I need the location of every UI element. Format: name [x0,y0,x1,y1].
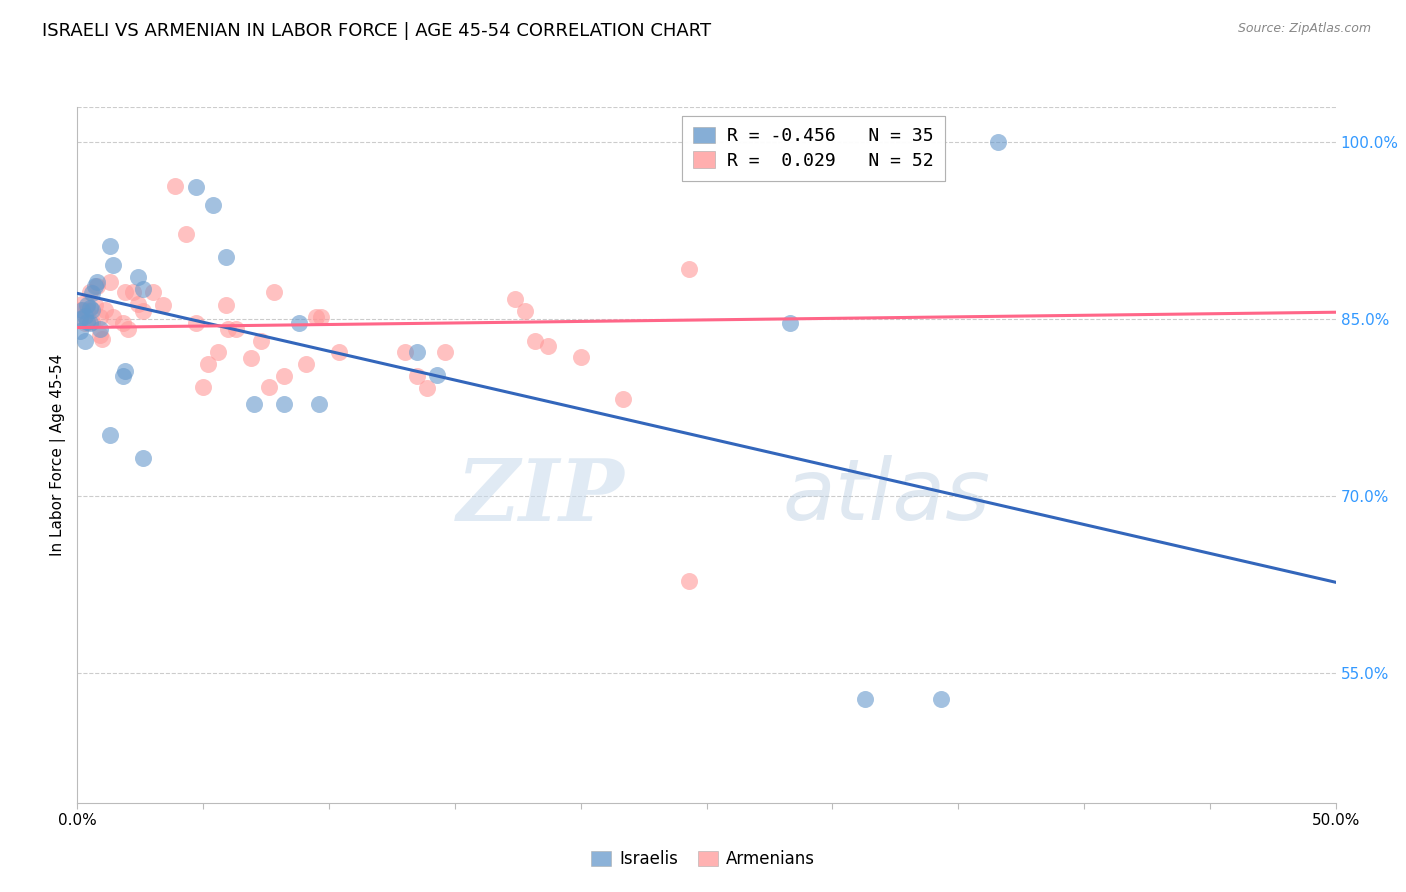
Point [127,297,149,311]
Point [305,310,328,324]
Text: ISRAELI VS ARMENIAN IN LABOR FORCE | AGE 45-54 CORRELATION CHART: ISRAELI VS ARMENIAN IN LABOR FORCE | AGE… [42,22,711,40]
Point [273,368,295,383]
Point [202,198,225,212]
Point [79,301,101,315]
Point [132,451,155,466]
Point [406,345,429,359]
Point [174,227,197,242]
Point [250,334,273,348]
Point [132,282,155,296]
Point [929,692,952,706]
Point [84,279,107,293]
Point [76,315,98,329]
Point [82,302,104,317]
Point [191,379,215,393]
Point [184,180,207,194]
Point [72,297,94,311]
Point [215,298,238,312]
Point [69,312,91,326]
Point [515,304,537,318]
Point [416,381,439,395]
Point [426,368,449,382]
Point [72,302,94,317]
Point [101,258,124,272]
Point [73,334,96,348]
Point [328,345,350,359]
Point [127,269,149,284]
Point [987,136,1010,150]
Point [79,316,101,330]
Point [101,310,124,324]
Point [678,261,700,276]
Text: ZIP: ZIP [457,455,624,539]
Point [69,324,91,338]
Point [94,302,117,317]
Point [524,334,547,348]
Point [273,397,295,411]
Point [82,286,104,301]
Text: Source: ZipAtlas.com: Source: ZipAtlas.com [1237,22,1371,36]
Point [69,302,91,317]
Point [242,397,264,411]
Point [86,279,108,293]
Point [89,322,111,336]
Point [295,357,318,371]
Point [114,285,136,300]
Point [215,250,238,264]
Point [537,339,560,353]
Point [91,332,114,346]
Point [165,179,187,194]
Point [86,275,108,289]
Point [89,327,111,342]
Point [89,310,111,324]
Point [207,345,229,359]
Point [117,322,139,336]
Point [569,350,592,364]
Point [98,428,121,442]
Point [288,316,311,330]
Point [98,275,121,289]
Point [406,368,429,383]
Point [197,357,219,371]
Y-axis label: In Labor Force | Age 45-54: In Labor Force | Age 45-54 [51,354,66,556]
Point [433,345,456,359]
Point [311,310,333,324]
Point [76,298,98,312]
Point [779,316,801,330]
Point [217,322,239,336]
Point [114,364,136,378]
Point [121,285,143,300]
Point [111,368,134,383]
Point [394,345,416,359]
Point [503,292,526,306]
Point [84,298,107,312]
Text: atlas: atlas [782,455,990,538]
Point [853,692,876,706]
Point [152,298,174,312]
Legend: Israelis, Armenians: Israelis, Armenians [583,844,823,875]
Point [678,574,700,588]
Point [79,285,101,300]
Point [73,316,96,330]
Point [308,397,330,411]
Point [612,392,634,407]
Point [263,285,285,300]
Point [98,239,121,253]
Point [82,315,104,329]
Point [184,316,207,330]
Point [132,304,155,318]
Point [111,316,134,330]
Point [73,309,96,323]
Point [225,322,247,336]
Point [240,351,263,366]
Point [142,285,165,300]
Legend: R = -0.456   N = 35, R =  0.029   N = 52: R = -0.456 N = 35, R = 0.029 N = 52 [682,116,945,180]
Point [257,379,280,393]
Point [76,302,98,317]
